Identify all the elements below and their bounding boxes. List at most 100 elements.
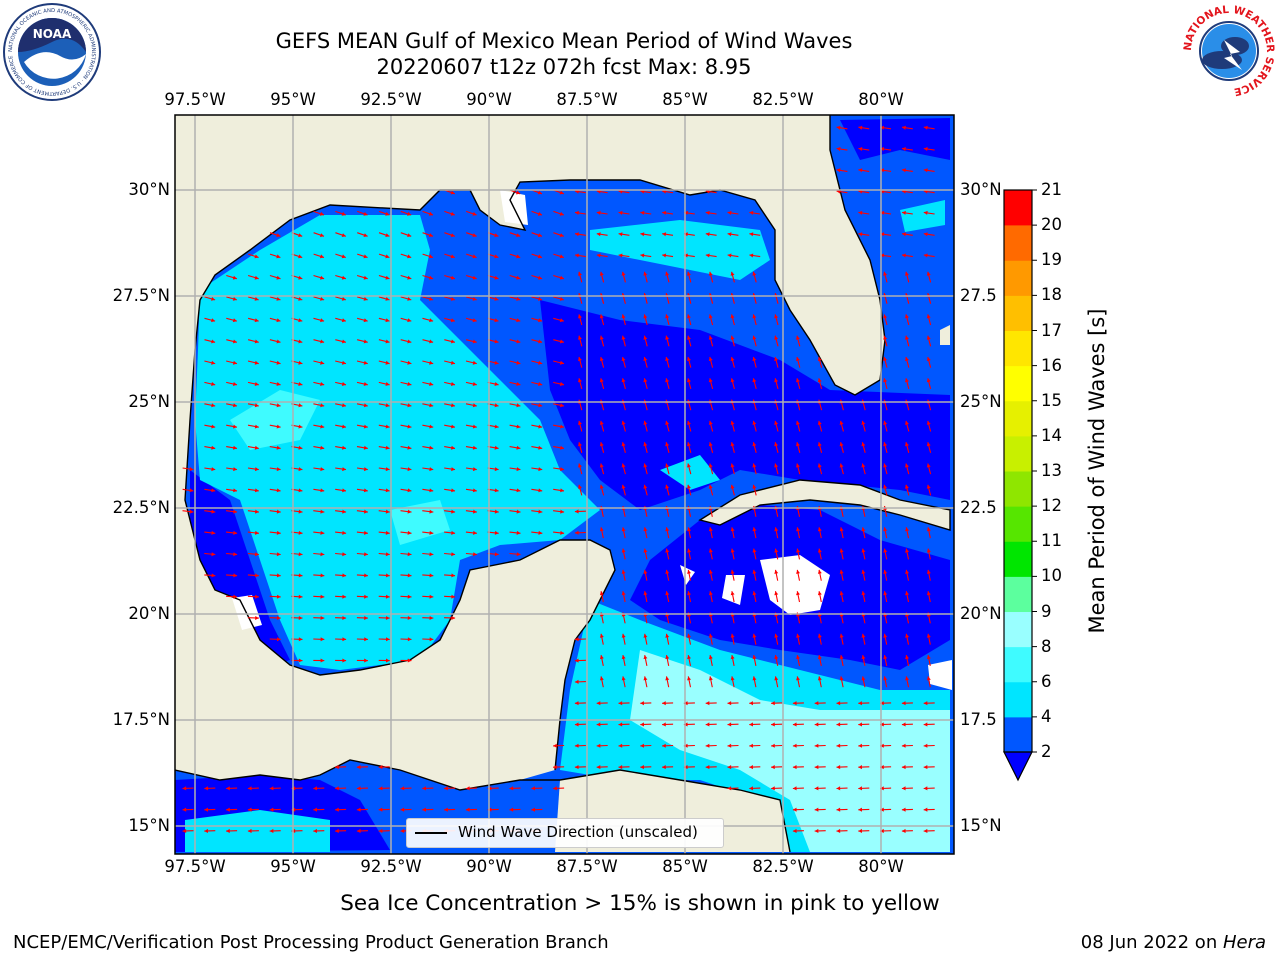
arrow-head xyxy=(363,297,368,301)
colorbar-tick-label: 21 xyxy=(1041,180,1062,199)
arrow-head xyxy=(472,297,477,301)
arrow-head xyxy=(621,484,626,489)
arrow-head xyxy=(883,378,888,383)
arrow-head xyxy=(386,637,390,642)
arrow-head xyxy=(705,765,710,770)
arrow-head xyxy=(255,573,259,578)
arrow-head xyxy=(926,314,931,319)
land-north-america xyxy=(175,115,885,790)
arrow-head xyxy=(385,233,390,237)
arrow-head xyxy=(553,786,557,791)
arrow-head xyxy=(444,807,448,812)
arrow-head xyxy=(858,786,862,791)
arrow-head xyxy=(494,297,499,301)
arrow-head xyxy=(858,701,862,706)
arrow-head xyxy=(204,807,208,812)
arrow-head xyxy=(298,637,303,642)
arrow-head xyxy=(298,275,303,280)
arrow-head xyxy=(531,807,535,812)
arrow-head xyxy=(509,786,514,791)
arrow-head xyxy=(342,424,346,429)
arrow-head xyxy=(792,807,797,812)
arrow-head xyxy=(363,488,368,493)
arrow-head xyxy=(858,147,863,151)
arrow-head xyxy=(378,828,383,833)
arrow-head xyxy=(319,254,324,259)
arrow-head xyxy=(407,233,412,237)
arrow-head xyxy=(320,594,325,599)
arrow-head xyxy=(599,271,604,276)
arrow-head xyxy=(621,676,626,681)
arrow-head xyxy=(232,297,237,301)
arrow-head xyxy=(923,125,928,130)
arrow-head xyxy=(494,445,499,450)
arrow-head xyxy=(665,271,670,276)
arrow-head xyxy=(313,807,317,812)
arrow-head xyxy=(796,442,800,447)
arrow-head xyxy=(926,378,931,383)
arrow-head xyxy=(400,807,405,812)
arrow-head xyxy=(407,445,412,450)
arrow-head xyxy=(385,616,390,620)
arrow-head xyxy=(708,676,713,681)
colorbar-segment xyxy=(1004,365,1032,402)
arrow-head xyxy=(880,722,884,727)
arrow-head xyxy=(687,463,691,468)
arrow-head xyxy=(618,765,623,770)
noaa-logo: NOAA NATIONAL OCEANIC AND ATMOSPHERIC AD… xyxy=(2,2,102,102)
arrow-head xyxy=(429,318,434,323)
arrow-head xyxy=(451,594,456,599)
arrow-head xyxy=(643,569,648,574)
arrow-head xyxy=(341,339,346,344)
arrow-head xyxy=(665,484,670,489)
arrow-head xyxy=(472,254,477,259)
arrow-head xyxy=(599,378,604,383)
arrow-head xyxy=(705,722,710,727)
arrow-head xyxy=(792,743,797,748)
lat-label-right: 15°N xyxy=(960,816,1002,835)
arrow-head xyxy=(618,232,623,237)
arrow-head xyxy=(276,318,281,323)
arrow-head xyxy=(276,360,281,365)
arrow-head xyxy=(578,442,582,447)
arrow-head xyxy=(705,701,710,706)
arrow-head xyxy=(752,633,757,638)
arrow-head xyxy=(574,743,579,748)
arrow-head xyxy=(428,233,433,237)
arrow-head xyxy=(901,828,906,833)
arrow-head xyxy=(687,527,691,532)
arrow-head xyxy=(385,403,390,408)
arrow-head xyxy=(861,591,866,596)
arrow-head xyxy=(578,357,582,361)
arrow-head xyxy=(451,509,456,514)
arrow-head xyxy=(559,254,564,259)
arrow-head xyxy=(429,637,434,642)
arrow-head xyxy=(298,552,303,557)
arrow-head xyxy=(749,232,754,237)
arrow-head xyxy=(926,633,931,638)
arrow-head xyxy=(839,442,844,447)
arrow-head xyxy=(364,658,368,663)
arrow-head xyxy=(730,548,735,553)
arrow-head xyxy=(905,335,909,340)
arrow-head xyxy=(730,378,735,383)
arrow-head xyxy=(378,807,383,812)
arrow-head xyxy=(883,442,888,447)
colorbar-tick-label: 6 xyxy=(1041,671,1052,691)
lon-label-top: 85°W xyxy=(662,90,708,109)
plot-subtitle: 20220607 t12z 072h fcst Max: 8.95 xyxy=(376,55,752,79)
arrow-head xyxy=(905,569,909,574)
arrow-head xyxy=(451,467,455,472)
arrow-head xyxy=(429,573,434,578)
arrow-head xyxy=(320,658,325,663)
arrow-head xyxy=(247,807,252,812)
arrow-head xyxy=(578,420,582,425)
arrow-head xyxy=(451,424,455,429)
arrow-head xyxy=(926,442,931,447)
arrow-head xyxy=(385,339,390,344)
arrow-head xyxy=(905,484,909,489)
arrow-head xyxy=(450,233,455,237)
arrow-head xyxy=(839,633,844,638)
arrow-head xyxy=(211,339,216,344)
lon-label-bottom: 82.5°W xyxy=(752,857,814,876)
